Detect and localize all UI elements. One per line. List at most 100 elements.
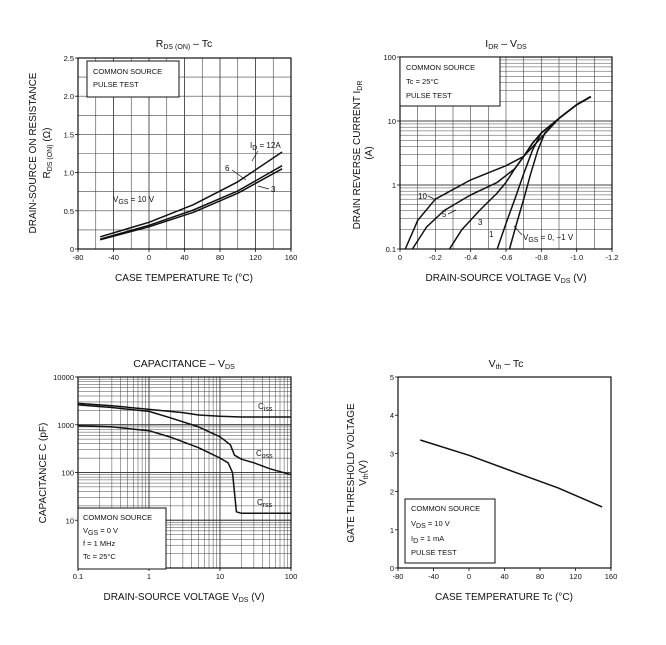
vth-y-tick-label: 0 [390,564,394,573]
cap-series-line-1 [77,404,292,476]
idr-5-label: 5 [442,210,447,219]
idr-chart: IDR – VDS 0 -0.2 -0.4 -0.6 -0.8 -1.0 -1.2 0.1 1 1… [352,38,618,285]
rds-x-tick-label: -80 [73,253,84,262]
idr-note-1: COMMON SOURCE [406,63,475,72]
idr-xlabel: DRAIN-SOURCE VOLTAGE VDS (V) [425,273,586,285]
idr-series-line-0 [404,96,592,250]
idr-note-2: Tc = 25°C [406,77,439,86]
cap-ciss-label: Ciss [258,402,273,413]
cap-y-tick-label: 10000 [53,373,74,382]
vth-title: Vth – Tc [489,358,524,371]
vth-ylabel-sym: Vth(V) [358,460,370,486]
vth-y-tick-label: 2 [390,488,394,497]
idr-5-leader [447,209,457,215]
rds-id6-label: 6 [225,164,230,173]
vth-note-2: VDS = 10 V [411,519,450,530]
vth-y-tick-label: 5 [390,373,394,382]
vth-x-tick-label: 0 [467,572,471,581]
rds-ylabel: DRAIN-SOURCE ON RESISTANCE [28,72,39,233]
idr-1-label: 1 [489,230,494,239]
idr-y-tick-label: 0.1 [386,245,396,254]
cap-ylabel: CAPACITANCE C (pF) [38,423,49,524]
idr-series-line-4 [508,96,592,250]
rds-y-tick-label: 1.5 [64,130,74,139]
rds-y-tick-label: 2.0 [64,92,74,101]
cap-x-tick-label: 0.1 [73,572,83,581]
cap-crss-label: Crss [257,498,273,509]
idr-y-tick-label: 10 [388,117,396,126]
rds-note-2: PULSE TEST [93,80,139,89]
vth-note-1: COMMON SOURCE [411,504,480,513]
cap-x-tick-label: 10 [216,572,224,581]
rds-title: RDS (ON) – Tc [156,38,212,51]
rds-note-box [86,60,180,98]
rds-series-line-1 [99,165,283,240]
vth-chart: Vth – Tc -80 -40 0 40 80 120 160 0 1 2 3 4 5 COMMON … [346,358,617,603]
cap-note-3: f = 1 MHz [83,539,116,548]
vth-x-tick-label: 40 [500,572,508,581]
idr-vgs-label: VGS = 0, −1 V [523,233,574,244]
vth-y-tick-label: 4 [390,411,394,420]
idr-note-box [399,56,501,107]
vth-ylabel: GATE THRESHOLD VOLTAGE [346,403,357,543]
vth-x-tick-label: 80 [536,572,544,581]
rds-chart: RDS (ON) – Tc -80 -40 0 40 80 120 160 0 0.5 1.0 1.… [28,38,297,284]
vth-x-tick-label: -40 [428,572,439,581]
rds-id6-leader [231,169,247,181]
vth-x-tick-label: 160 [605,572,618,581]
idr-y-tick-label: 100 [383,53,396,62]
cap-y-tick-label: 100 [61,469,74,478]
idr-x-tick-label: -1.0 [570,253,583,262]
idr-x-tick-label: 0 [398,253,402,262]
cap-x-tick-label: 100 [285,572,298,581]
cap-note-1: COMMON SOURCE [83,513,152,522]
cap-series-line-0 [77,402,291,418]
vth-series-line-0 [419,439,603,508]
vth-x-tick-label: 120 [569,572,582,581]
vth-note-3: ID = 1 mA [411,534,444,545]
rds-x-tick-label: 80 [216,253,224,262]
idr-ylabel-unit: (A) [364,146,375,159]
rds-xlabel: CASE TEMPERATURE Tc (°C) [115,273,253,284]
idr-series-line-1 [411,96,592,250]
rds-ylabel-sym: RDS (ON) (Ω) [42,128,54,179]
idr-10-leader [427,195,437,201]
idr-x-tick-label: -0.4 [464,253,477,262]
rds-series-line-2 [100,168,283,241]
idr-y-tick-label: 1 [392,181,396,190]
cap-coss-label: Coss [256,449,273,460]
idr-note-3: PULSE TEST [406,91,452,100]
vth-x-tick-label: -80 [393,572,404,581]
vth-xlabel: CASE TEMPERATURE Tc (°C) [435,592,573,603]
rds-note-1: COMMON SOURCE [93,67,162,76]
capacitance-chart: CAPACITANCE – VDS 0.1 1 10 100 10 100 1000 1000… [38,358,297,604]
rds-x-tick-label: 0 [147,253,151,262]
vth-y-tick-label: 1 [390,526,394,535]
rds-vgs-label: VGS = 10 V [113,195,155,206]
vth-note-4: PULSE TEST [411,548,457,557]
cap-series-line-2 [77,425,291,515]
idr-3-label: 3 [478,218,483,227]
rds-x-tick-label: 160 [285,253,298,262]
rds-id12-label: ID = 12A [250,141,281,152]
vth-y-tick-label: 3 [390,449,394,458]
cap-x-tick-label: 1 [147,572,151,581]
cap-note-box [77,507,167,570]
idr-vgs-leader [513,225,523,236]
idr-x-tick-label: -0.6 [500,253,513,262]
idr-x-tick-label: -0.2 [429,253,442,262]
rds-x-tick-label: 40 [180,253,188,262]
cap-note-4: Tc = 25°C [83,552,116,561]
rds-id3-leader [257,185,270,190]
idr-x-tick-label: -1.2 [606,253,619,262]
idr-title: IDR – VDS [485,38,527,51]
cap-note-2: VGS = 0 V [83,526,118,537]
rds-id3-label: 3 [271,185,276,194]
rds-y-tick-label: 0.5 [64,207,74,216]
idr-10-label: 10 [418,192,427,201]
cap-xlabel: DRAIN-SOURCE VOLTAGE VDS (V) [103,592,264,604]
rds-id12-leader [251,150,259,162]
rds-y-tick-label: 2.5 [64,54,74,63]
cap-title: CAPACITANCE – VDS [133,358,235,371]
